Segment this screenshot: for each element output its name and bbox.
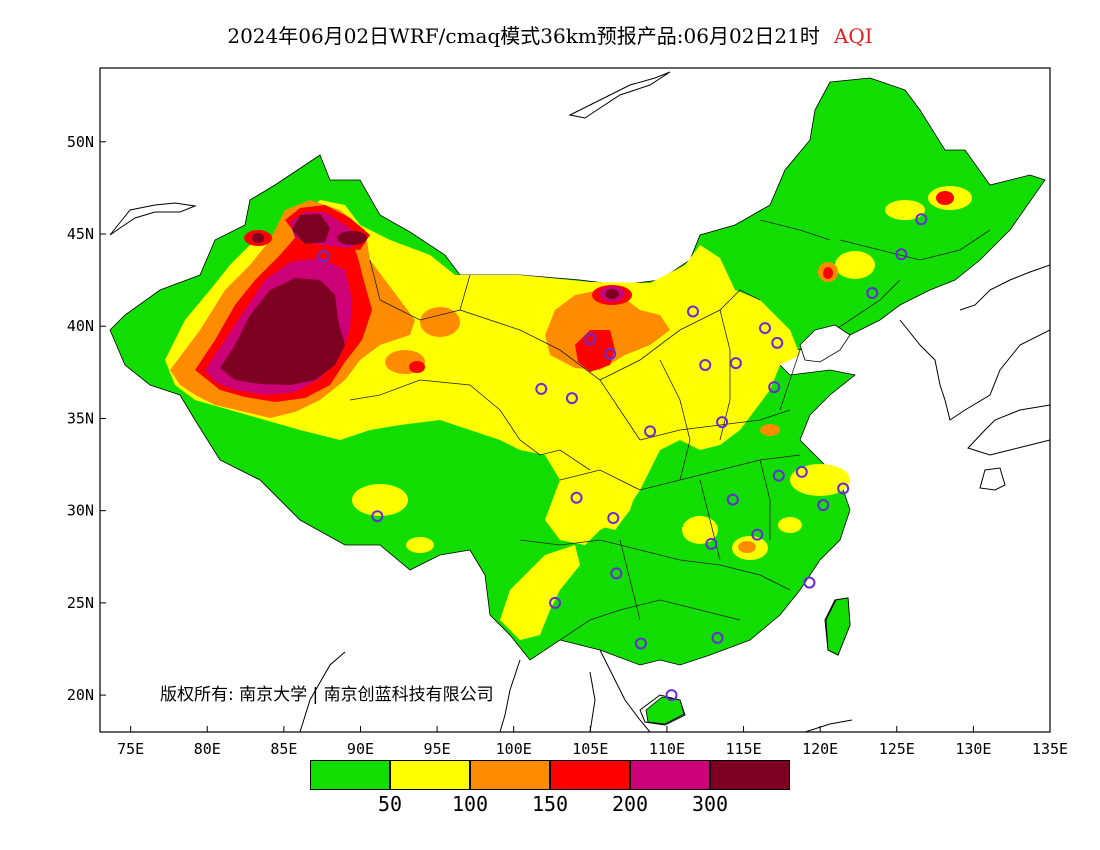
station-marker	[607, 512, 620, 525]
legend-tick-label: 100	[451, 792, 489, 816]
legend-tick-label: 50	[377, 792, 403, 816]
legend-tick-label: 150	[531, 792, 569, 816]
lon-tick-label: 130E	[955, 740, 991, 758]
lon-tick-label: 95E	[424, 740, 451, 758]
station-marker	[610, 567, 623, 580]
aqi-spot-darkred	[605, 289, 619, 299]
station-marker	[837, 482, 850, 495]
legend-tick-label: 300	[691, 792, 729, 816]
aqi-spot-orange	[420, 307, 460, 337]
aqi-field	[109, 71, 1050, 732]
lon-tick-label: 105E	[572, 740, 608, 758]
station-marker	[768, 381, 781, 394]
station-marker	[915, 213, 928, 226]
aqi-spot-yellow	[835, 251, 875, 279]
station-marker	[771, 336, 784, 349]
station-marker	[570, 491, 583, 504]
lon-tick-label: 80E	[194, 740, 221, 758]
station-marker	[549, 596, 562, 609]
legend-bin	[630, 760, 710, 790]
station-marker	[729, 357, 742, 370]
legend-bin	[310, 760, 390, 790]
station-marker	[634, 637, 647, 650]
station-marker	[795, 465, 808, 478]
lon-tick-label: 85E	[270, 740, 297, 758]
aqi-band-darkred-north	[292, 214, 330, 244]
station-marker	[699, 358, 712, 371]
station-marker	[371, 510, 384, 523]
aqi-band-yellow-south	[500, 545, 580, 640]
province-boundaries	[349, 219, 991, 641]
copyright-notice: 版权所有: 南京大学 | 南京创蓝科技有限公司	[160, 685, 494, 705]
station-marker	[686, 305, 699, 318]
aqi-spot-orange	[760, 424, 780, 436]
station-marker	[711, 631, 724, 644]
legend-tick-labels: 50 100 150 200 300	[310, 792, 870, 820]
lon-tick-label: 135E	[1032, 740, 1068, 758]
lat-tick-label: 50N	[67, 133, 94, 151]
station-marker	[565, 392, 578, 405]
lat-tick-label: 40N	[67, 317, 94, 335]
lon-tick-label: 125E	[879, 740, 915, 758]
station-marker	[535, 382, 548, 395]
taiwan-island	[825, 597, 851, 656]
lat-tick-label: 30N	[67, 502, 94, 520]
station-marker	[803, 576, 816, 589]
lon-tick-label: 115E	[725, 740, 761, 758]
hainan-island	[645, 696, 685, 725]
lon-tick-label: 110E	[649, 740, 685, 758]
legend-bin	[390, 760, 470, 790]
map-frame	[99, 67, 1051, 733]
aqi-spot-yellow	[790, 464, 850, 496]
station-marker	[817, 499, 830, 512]
aqi-spot-yellow	[885, 200, 925, 220]
aqi-spot-red	[823, 267, 833, 279]
station-marker	[705, 537, 718, 550]
station-marker	[644, 425, 657, 438]
lat-tick-label: 20N	[67, 686, 94, 704]
lon-tick-label: 120E	[802, 740, 838, 758]
aqi-spot-yellow	[352, 484, 408, 516]
lon-tick-label: 100E	[496, 740, 532, 758]
lon-tick-label: 75E	[117, 740, 144, 758]
coastlines	[109, 71, 1050, 732]
aqi-spot-yellow	[778, 517, 802, 533]
legend-tick-label: 200	[611, 792, 649, 816]
aqi-spot-yellow	[682, 516, 718, 544]
variable-label: AQI	[833, 24, 873, 48]
aqi-spot-orange	[738, 541, 756, 553]
aqi-spot-yellow	[406, 537, 434, 553]
station-marker	[866, 287, 879, 300]
latitude-axis: 20N 25N 30N 35N 40N 45N 50N	[67, 133, 106, 704]
bohai-sea	[799, 324, 851, 363]
station-marker	[751, 528, 764, 541]
station-marker	[716, 416, 729, 429]
station-marker	[726, 493, 739, 506]
station-marker	[759, 322, 771, 335]
station-marker	[772, 469, 785, 482]
aqi-spot-darkred	[337, 231, 367, 245]
station-marker	[895, 248, 908, 261]
title-text: 2024年06月02日WRF/cmaq模式36km预报产品:06月02日21时	[227, 24, 820, 48]
legend-bin	[470, 760, 550, 790]
lon-tick-label: 90E	[347, 740, 374, 758]
aqi-spot-darkred	[252, 233, 264, 243]
station-marker	[604, 347, 617, 360]
longitude-axis: 75E 80E 85E 90E 95E 100E 105E 110E 115E 120E 125E 1…	[117, 726, 1068, 758]
lat-tick-label: 25N	[67, 594, 94, 612]
aqi-band-darkred	[220, 278, 345, 385]
lat-tick-label: 45N	[67, 225, 94, 243]
color-legend	[310, 760, 790, 792]
map-title: 2024年06月02日WRF/cmaq模式36km预报产品:06月02日21时 A…	[0, 20, 1100, 50]
aqi-spot-red	[936, 191, 954, 205]
legend-bin	[550, 760, 630, 790]
station-marker	[665, 689, 678, 702]
station-marker	[317, 250, 330, 263]
station-marker	[584, 333, 597, 346]
legend-bin	[710, 760, 790, 790]
lat-tick-label: 35N	[67, 409, 94, 427]
aqi-spot-red	[409, 361, 425, 373]
monitoring-stations	[317, 213, 928, 702]
